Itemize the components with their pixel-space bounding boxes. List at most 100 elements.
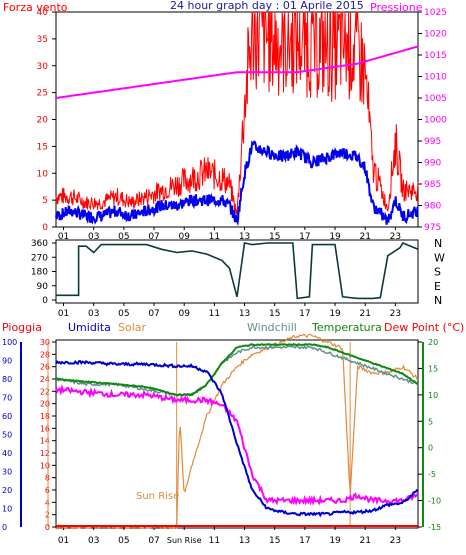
rain-y-tick-label: 18 <box>40 412 50 421</box>
dir-x-tick-label: 15 <box>269 309 280 319</box>
wind-y-tick-label: 5 <box>42 196 48 206</box>
bottom-x-tick-label: 03 <box>88 536 99 546</box>
compass-label: N <box>434 237 442 250</box>
rain-y-tick-label: 4 <box>45 498 50 507</box>
wind-panel: 0510152025303540975980985990995100010051… <box>37 8 448 242</box>
humidity-y-tick-label: 90 <box>2 357 12 366</box>
dir-x-tick-label: 17 <box>299 309 310 319</box>
pressure-line <box>55 45 419 99</box>
bottom-x-tick-label: Sun Rise <box>167 536 202 545</box>
rain-y-tick-label: 30 <box>40 338 50 347</box>
dir-y-tick-label: 270 <box>31 253 48 263</box>
pressure-y-tick-label: 1005 <box>424 94 447 104</box>
pressure-y-tick-label: 990 <box>424 159 441 169</box>
bottom-x-tick-label: 17 <box>299 536 310 546</box>
wind-x-tick-label: 19 <box>329 232 341 242</box>
wind-panel-frame <box>55 11 419 228</box>
wind-x-tick-label: 21 <box>359 232 370 242</box>
dir-x-tick-label: 23 <box>390 309 401 319</box>
wind-x-tick-label: 17 <box>299 232 310 242</box>
bottom-x-tick-label: 01 <box>58 536 69 546</box>
temp-y-tick-label: 5 <box>428 417 433 426</box>
rain-y-tick-label: 12 <box>40 449 50 458</box>
wind-x-tick-label: 09 <box>178 232 190 242</box>
dir-x-tick-label: 07 <box>148 309 159 319</box>
bottom-x-tick-label: 11 <box>209 536 220 546</box>
rain-y-tick-label: 24 <box>40 375 50 384</box>
wind-y-tick-label: 35 <box>37 35 48 45</box>
wind-x-tick-label: 03 <box>88 232 99 242</box>
rain-label: Pioggia <box>2 321 42 334</box>
pressure-y-tick-label: 985 <box>424 180 441 190</box>
temp-y-tick-label: 15 <box>428 364 438 373</box>
solar-line <box>55 333 419 530</box>
compass-label: E <box>434 280 441 293</box>
wind-y-tick-label: 30 <box>37 62 49 72</box>
bottom-panel: 0102030405060708090100024681012141618202… <box>2 333 441 546</box>
rain-y-tick-label: 14 <box>40 437 50 446</box>
temp-y-tick-label: -5 <box>428 470 436 479</box>
wind-y-tick-label: 0 <box>42 223 48 233</box>
pressure-y-tick-label: 1015 <box>424 51 447 61</box>
wind-x-tick-label: 07 <box>148 232 159 242</box>
pressure-y-tick-label: 1010 <box>424 73 447 83</box>
bottom-x-tick-label: 21 <box>359 536 370 546</box>
wind-speed-line <box>55 10 419 216</box>
rain-y-tick-label: 10 <box>40 461 50 470</box>
humidity-y-tick-label: 80 <box>2 375 12 384</box>
temperature-label: Temperatura <box>311 321 382 334</box>
rain-y-tick-label: 26 <box>40 363 50 372</box>
rain-y-tick-label: 16 <box>40 424 50 433</box>
wind-x-tick-label: 11 <box>209 232 220 242</box>
humidity-y-tick-label: 0 <box>2 523 7 532</box>
wind-y-tick-label: 20 <box>37 116 49 126</box>
humidity-y-tick-label: 100 <box>2 338 17 347</box>
temp-y-tick-label: 20 <box>428 338 438 347</box>
humidity-y-tick-label: 50 <box>2 431 12 440</box>
dir-x-tick-label: 11 <box>209 309 220 319</box>
dir-x-tick-label: 05 <box>118 309 129 319</box>
wind-x-tick-label: 01 <box>58 232 69 242</box>
wind-y-tick-label: 10 <box>37 169 49 179</box>
bottom-x-tick-label: 07 <box>148 536 159 546</box>
pressure-y-tick-label: 995 <box>424 137 441 147</box>
dir-y-tick-label: 0 <box>42 296 48 306</box>
bottom-x-tick-label: 23 <box>390 536 401 546</box>
dir-x-tick-label: 09 <box>178 309 190 319</box>
humidity-y-tick-label: 40 <box>2 449 12 458</box>
rain-y-tick-label: 28 <box>40 350 50 359</box>
bottom-x-tick-label: 05 <box>118 536 129 546</box>
pressure-y-tick-label: 1025 <box>424 8 447 18</box>
pressure-y-tick-label: 975 <box>424 223 441 233</box>
dir-y-tick-label: 360 <box>31 239 48 249</box>
dir-x-tick-label: 03 <box>88 309 99 319</box>
humidity-y-tick-label: 20 <box>2 486 12 495</box>
wind-x-tick-label: 15 <box>269 232 280 242</box>
dir-x-tick-label: 19 <box>329 309 341 319</box>
chart-title: 24 hour graph day : 01 Aprile 2015 <box>170 0 364 12</box>
wind-y-tick-label: 40 <box>37 8 49 18</box>
pressure-y-tick-label: 1000 <box>424 116 447 126</box>
wind-x-tick-label: 13 <box>239 232 250 242</box>
temp-y-tick-label: 0 <box>428 444 433 453</box>
bottom-x-tick-label: 13 <box>239 536 250 546</box>
dewpoint-line <box>55 383 419 506</box>
rain-y-tick-label: 20 <box>40 400 50 409</box>
dir-x-tick-label: 13 <box>239 309 250 319</box>
humidity-label: Umidita <box>68 321 111 334</box>
humidity-y-tick-label: 10 <box>2 505 12 514</box>
temperature-line <box>55 342 419 397</box>
dir-y-tick-label: 90 <box>37 282 49 292</box>
rain-y-tick-label: 2 <box>45 511 50 520</box>
temp-y-tick-label: -15 <box>428 523 441 532</box>
humidity-line <box>55 359 419 518</box>
compass-label: N <box>434 294 442 307</box>
wind-x-tick-label: 23 <box>390 232 401 242</box>
wind-average-line <box>55 140 419 227</box>
rain-y-tick-label: 22 <box>40 387 50 396</box>
pressure-y-tick-label: 1020 <box>424 30 447 40</box>
humidity-y-tick-label: 60 <box>2 412 12 421</box>
solar-label: Solar <box>118 321 147 334</box>
